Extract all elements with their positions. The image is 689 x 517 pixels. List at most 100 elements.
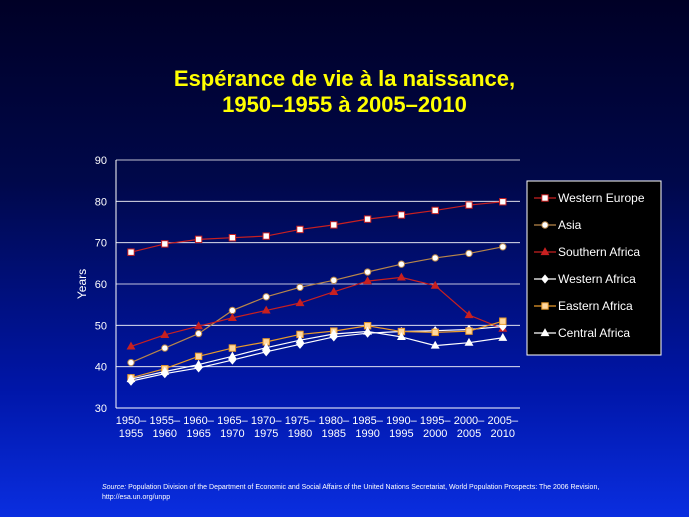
x-tick-label-start: 2000– (454, 415, 485, 427)
data-point-central-africa (396, 332, 406, 341)
data-point-southern-africa (194, 321, 204, 330)
data-point-asia (127, 358, 135, 367)
x-tick-label: 1980– 1985 (319, 415, 350, 440)
x-tick-label: 1970– 1975 (251, 415, 282, 440)
series-western-europe (127, 198, 507, 256)
grid-layer (116, 159, 520, 368)
x-tick-label: 1950– 1955 (116, 415, 147, 440)
series-line-central-africa (130, 330, 503, 380)
data-point-western-europe (127, 248, 135, 256)
data-point-southern-africa (126, 341, 136, 350)
data-point-western-europe (431, 206, 439, 215)
legend: Western Europe Asia Southern Africa Western… (526, 180, 662, 356)
x-tick-label-end: 1975 (254, 428, 278, 440)
x-tick-label-end: 1995 (389, 428, 413, 440)
series-line-western-europe (130, 201, 503, 253)
legend-label-southern-africa: Southern Africa (558, 245, 640, 259)
data-point-asia (363, 268, 372, 276)
legend-label-western-africa: Western Africa (558, 272, 636, 286)
x-tick-label-start: 1980– (319, 415, 350, 427)
series-line-southern-africa (130, 276, 504, 347)
data-point-central-africa (227, 351, 237, 360)
x-tick-label-start: 1985– (352, 415, 383, 427)
data-point-central-africa (194, 359, 204, 368)
y-tick-label: 40 (95, 362, 107, 374)
data-point-southern-africa (227, 313, 237, 321)
y-tick-label: 90 (95, 155, 107, 167)
y-axis-label: Years (75, 269, 89, 299)
data-point-eastern-africa (194, 352, 203, 361)
series-central-africa (126, 326, 508, 383)
data-point-central-africa (261, 342, 271, 351)
series-line-asia (130, 246, 503, 364)
x-tick-label-start: 1965– (217, 415, 248, 427)
x-tick-label-start: 1970– (251, 415, 282, 427)
source-text: Population Division of the Department of… (102, 484, 600, 501)
source-label: Source: (102, 484, 127, 491)
data-point-southern-africa (295, 298, 305, 307)
data-point-asia (465, 249, 473, 258)
y-tick-label: 50 (95, 320, 107, 332)
source-note: Source: Population Division of the Depar… (102, 483, 622, 503)
series-southern-africa (126, 272, 508, 350)
data-point-southern-africa (261, 305, 271, 314)
x-tick-label-end: 1985 (322, 428, 346, 440)
y-tick-label: 30 (95, 403, 107, 415)
legend-marker-eastern-africa (541, 302, 549, 310)
data-point-central-africa (430, 340, 440, 349)
data-point-central-africa (329, 329, 339, 338)
y-tick-label: 60 (95, 279, 107, 291)
legend-box (526, 180, 662, 356)
data-point-southern-africa (396, 272, 406, 281)
x-tick-label-start: 1960– (183, 415, 214, 427)
x-tick-label: 1995– 2000 (420, 415, 451, 440)
data-point-asia (431, 254, 439, 262)
data-point-asia (397, 260, 406, 268)
x-tick-label-start: 1950– (116, 415, 147, 427)
data-point-asia (262, 293, 270, 301)
data-point-western-europe (161, 240, 169, 248)
data-point-western-europe (499, 198, 507, 206)
chart-title-line-2: 1950–1955 à 2005–2010 (222, 92, 467, 117)
data-point-central-africa (160, 366, 170, 375)
data-point-western-europe (228, 234, 237, 242)
x-tick-label-start: 1975– (285, 415, 316, 427)
data-point-central-africa (464, 337, 474, 346)
x-tick-label-end: 1955 (119, 428, 143, 440)
data-point-central-africa (295, 335, 305, 344)
legend-marker-western-africa (541, 274, 549, 284)
legend-label-asia: Asia (558, 218, 582, 232)
series-line-eastern-africa (130, 320, 503, 379)
data-point-central-africa (498, 332, 508, 341)
legend-marker-western-europe (541, 194, 549, 202)
data-point-asia (330, 276, 338, 284)
x-tick-label: 1955– 1960 (150, 415, 181, 440)
series-asia (127, 243, 507, 367)
x-tick-label-end: 1990 (355, 428, 379, 440)
data-point-asia (499, 243, 507, 251)
data-point-asia (228, 306, 237, 315)
data-point-eastern-africa (431, 328, 439, 337)
x-tick-label: 1960– 1965 (183, 415, 214, 440)
x-tick-label: 1985– 1990 (352, 415, 383, 440)
x-tick-label: 1965– 1970 (217, 415, 248, 440)
data-point-southern-africa (329, 287, 339, 295)
data-point-western-europe (397, 211, 406, 219)
data-point-southern-africa (430, 280, 440, 289)
x-tick-label-start: 2005– (488, 415, 519, 427)
legend-marker-asia (541, 221, 549, 229)
x-tick-label-end: 2000 (423, 428, 447, 440)
data-point-southern-africa (160, 330, 170, 338)
data-point-eastern-africa (499, 317, 507, 325)
data-point-western-europe (296, 225, 304, 234)
x-tick-label-start: 1990– (386, 415, 417, 427)
x-tick-label: 1990– 1995 (386, 415, 417, 440)
x-tick-label-start: 1955– (150, 415, 181, 427)
data-point-asia (296, 283, 304, 292)
data-point-western-europe (363, 215, 372, 223)
legend-label-central-africa: Central Africa (558, 326, 630, 340)
x-tick-label: 2000– 2005 (454, 415, 485, 440)
data-point-western-europe (194, 235, 203, 244)
x-tick-label: 2005– 2010 (488, 415, 519, 440)
chart-title-line-1: Espérance de vie à la naissance, (173, 66, 516, 91)
